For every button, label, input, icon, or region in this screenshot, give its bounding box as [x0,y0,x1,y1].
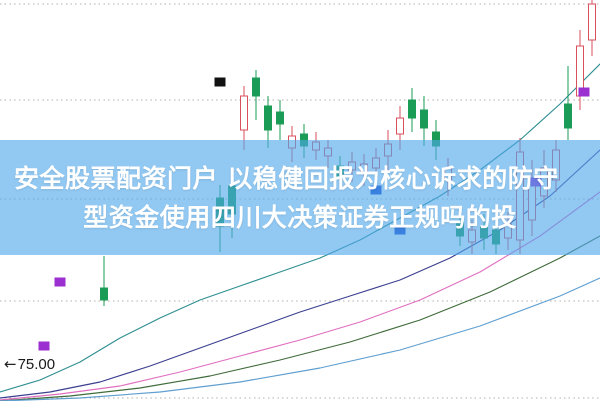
headline-line-2: 型资金使用四川大决策证券正规吗的投 [83,202,517,232]
headline-line-1: 安全股票配资门户 以稳健回报为核心诉求的防守 [14,163,559,193]
headline-overlay-band: 安全股票配资门户 以稳健回报为核心诉求的防守 型资金使用四川大决策证券正规吗的投 [0,140,600,255]
